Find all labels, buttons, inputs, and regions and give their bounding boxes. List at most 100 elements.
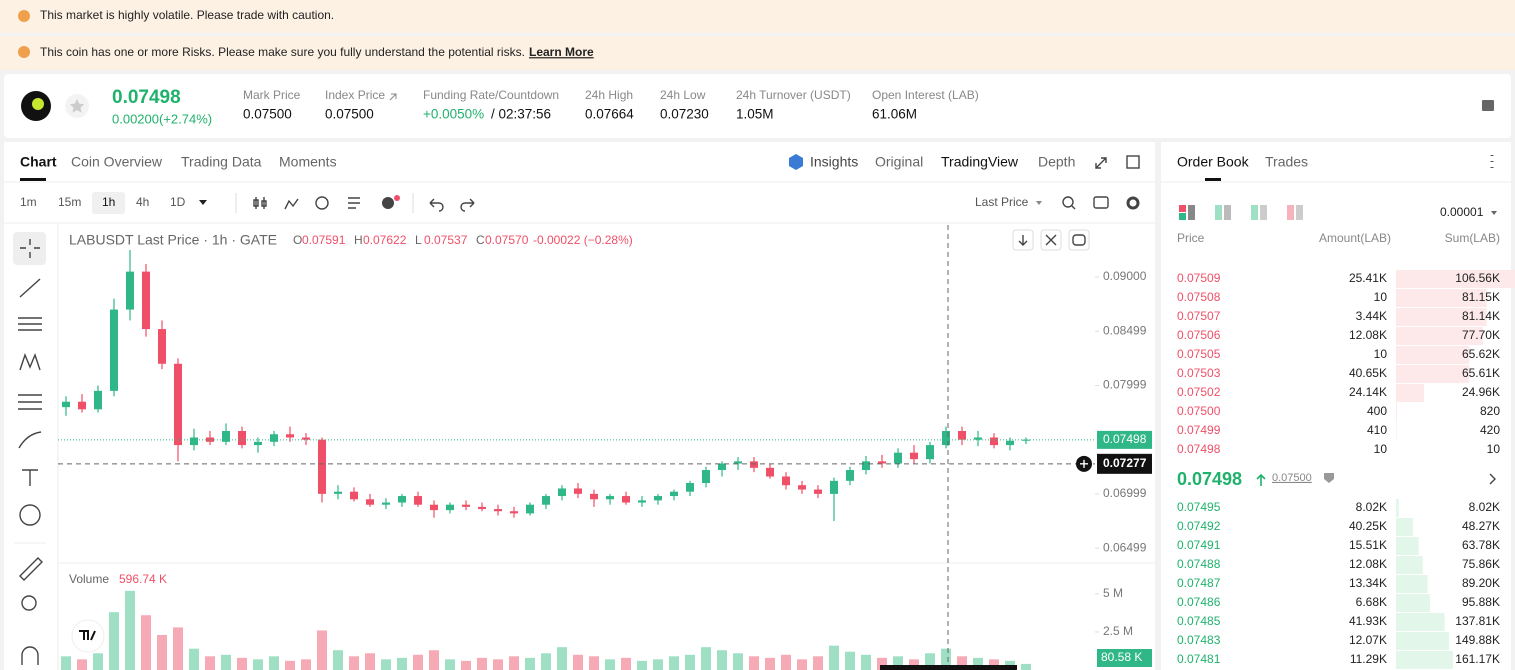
book-icon[interactable] xyxy=(1482,100,1494,111)
undo-icon[interactable] xyxy=(429,198,444,212)
candle-body xyxy=(974,437,982,440)
volume-bar xyxy=(877,657,887,670)
volume-bar xyxy=(397,657,407,670)
icon-part xyxy=(1260,205,1267,220)
text-tool[interactable] xyxy=(22,469,38,486)
interval[interactable]: 4h xyxy=(136,195,149,209)
ob-amount: 25.41K xyxy=(1349,271,1387,285)
candle-body xyxy=(510,511,518,514)
caret[interactable] xyxy=(1491,211,1497,215)
volume-bar xyxy=(285,660,295,670)
view-tab[interactable]: TradingView xyxy=(941,154,1019,170)
candle-body xyxy=(734,461,742,464)
volume-bar xyxy=(253,659,263,670)
interval[interactable]: 1h xyxy=(102,195,115,209)
ohlc-value: 0.07622 xyxy=(363,233,407,247)
candle-body xyxy=(1006,440,1014,446)
emoji-tool[interactable] xyxy=(19,504,41,526)
view-tab[interactable]: Original xyxy=(875,154,923,170)
candle-body xyxy=(878,461,886,464)
redo-icon[interactable] xyxy=(460,198,475,212)
volume-bar xyxy=(125,590,135,670)
depth-bar xyxy=(1396,327,1483,345)
ob-tab[interactable]: Trades xyxy=(1265,154,1308,170)
ob-tab[interactable]: Order Book xyxy=(1177,154,1250,170)
ob-sum: 77.70K xyxy=(1462,328,1500,342)
brush-tool[interactable] xyxy=(18,431,42,449)
last-price-tag xyxy=(1097,430,1152,449)
tab[interactable]: Moments xyxy=(279,154,337,170)
ob-price: 0.07492 xyxy=(1177,519,1221,533)
ob-sum: 10 xyxy=(1487,442,1501,456)
volume-bar xyxy=(301,659,311,670)
ruler-tool[interactable] xyxy=(19,557,43,581)
candle-body xyxy=(286,434,294,438)
volume-bar xyxy=(669,656,679,670)
price-change: 0.00200(+2.74%) xyxy=(112,111,212,126)
ob-amount: 410 xyxy=(1367,423,1387,437)
stat-label: 24h Low xyxy=(660,88,706,102)
candle-body xyxy=(62,401,70,408)
stat-value: 0.07230 xyxy=(660,107,709,122)
chart-button[interactable] xyxy=(1068,229,1090,251)
candle-body xyxy=(894,452,902,464)
tab[interactable]: Coin Overview xyxy=(71,154,163,170)
volume-bar xyxy=(413,654,423,670)
precision[interactable]: 0.00001 xyxy=(1440,205,1484,219)
volume-bar xyxy=(509,656,519,670)
magnet-tool[interactable] xyxy=(21,646,39,665)
interval[interactable]: 1D xyxy=(170,195,186,209)
projection-tool[interactable] xyxy=(18,394,42,410)
ob-price: 0.07481 xyxy=(1177,652,1221,666)
stat-label[interactable]: Index Price xyxy=(325,88,385,102)
volume-bar xyxy=(189,648,199,670)
ob-price: 0.07505 xyxy=(1177,347,1221,361)
view-mode-icons[interactable] xyxy=(1179,205,1303,220)
learn-more-link[interactable]: Learn More xyxy=(529,45,594,59)
y-tick-label: 0.09000 xyxy=(1103,269,1147,283)
interval[interactable]: 1m xyxy=(20,195,37,209)
indicator-icon[interactable] xyxy=(284,198,299,210)
tab[interactable]: Chart xyxy=(20,154,57,170)
view-tab[interactable]: Depth xyxy=(1038,154,1075,170)
template-icon[interactable] xyxy=(348,197,360,209)
chevron-icon[interactable] xyxy=(1489,473,1496,485)
candle-body xyxy=(158,329,166,364)
zoom-tool[interactable] xyxy=(21,595,37,611)
icon-part xyxy=(1179,205,1186,212)
settings-icon[interactable] xyxy=(1126,196,1140,210)
ob-price: 0.07486 xyxy=(1177,595,1221,609)
ob-sum: 63.78K xyxy=(1462,538,1500,552)
candles-icon[interactable] xyxy=(253,197,267,209)
candle-body xyxy=(398,496,406,503)
price-source[interactable]: Last Price xyxy=(975,195,1029,209)
alert-icon[interactable] xyxy=(382,197,394,209)
trendline-tool[interactable] xyxy=(19,278,41,298)
compare-icon[interactable] xyxy=(315,196,329,210)
icon-part xyxy=(1224,205,1231,220)
depth-bar xyxy=(1396,632,1450,650)
tab[interactable]: Trading Data xyxy=(181,154,262,170)
candle-body xyxy=(846,470,854,481)
fullscreen-icon[interactable] xyxy=(1126,155,1140,169)
candle-body xyxy=(702,470,710,484)
volume-bar xyxy=(93,653,103,670)
caret[interactable] xyxy=(1036,201,1042,205)
caret[interactable] xyxy=(199,200,207,205)
pattern-tool[interactable] xyxy=(19,353,41,371)
expand-icon[interactable] xyxy=(1095,157,1107,169)
camera-icon[interactable] xyxy=(1093,196,1109,209)
view-tab[interactable]: Insights xyxy=(810,154,858,170)
crosshair-tool[interactable] xyxy=(20,239,40,258)
ohlc-value: 0.07537 xyxy=(424,233,468,247)
ob-sum: 24.96K xyxy=(1462,385,1500,399)
search-icon[interactable] xyxy=(1062,196,1074,208)
interval[interactable]: 15m xyxy=(58,195,81,209)
icon-part xyxy=(1287,205,1294,220)
volume-bar xyxy=(765,657,775,670)
banner-text: This market is highly volatile. Please t… xyxy=(40,8,334,22)
volume-bar xyxy=(813,656,823,670)
fib-tool[interactable] xyxy=(18,317,42,331)
tab-underline xyxy=(20,178,46,181)
